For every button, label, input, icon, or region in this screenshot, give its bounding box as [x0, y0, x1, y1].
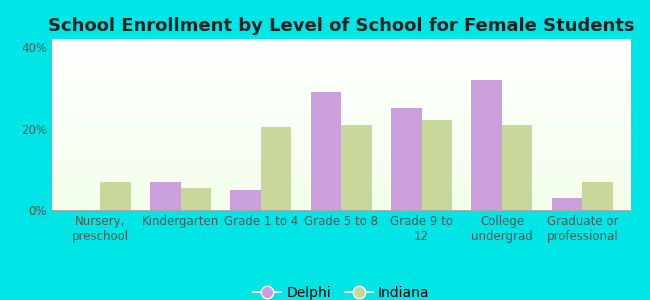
Bar — [391, 108, 422, 210]
Legend: Delphi, Indiana: Delphi, Indiana — [248, 280, 435, 300]
Bar — [181, 188, 211, 210]
Bar — [471, 80, 502, 210]
Title: School Enrollment by Level of School for Female Students: School Enrollment by Level of School for… — [48, 17, 634, 35]
Bar — [230, 190, 261, 210]
Bar — [582, 182, 613, 210]
Bar — [422, 120, 452, 210]
Bar — [502, 124, 532, 210]
Bar — [261, 127, 291, 210]
Bar — [552, 198, 582, 210]
Bar — [150, 182, 181, 210]
Bar — [100, 182, 131, 210]
Bar — [311, 92, 341, 210]
Bar — [341, 124, 372, 210]
